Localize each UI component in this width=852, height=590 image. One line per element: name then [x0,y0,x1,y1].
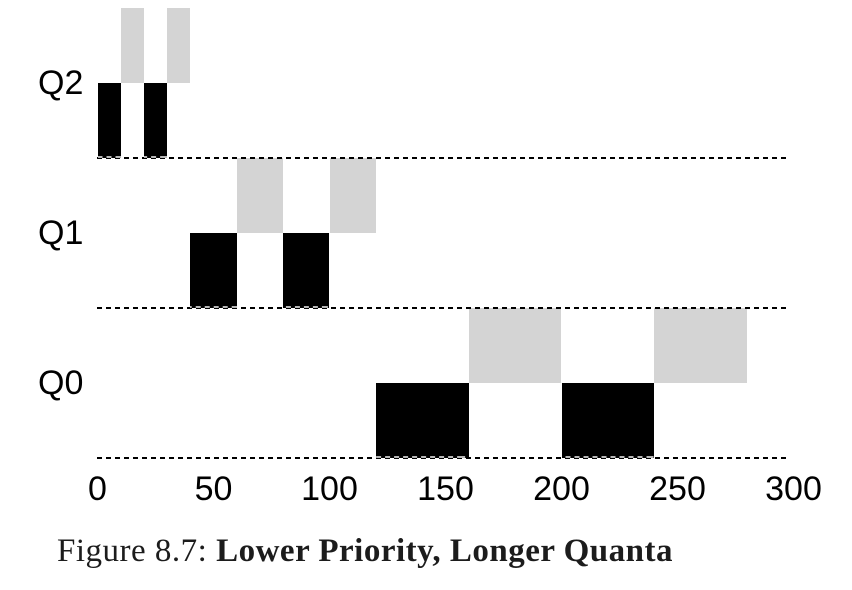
timeslice-q0-jobb [468,308,562,383]
timeslice-q2-joba [143,82,168,158]
baseline-dash-overlay [97,155,121,158]
caption-title: Lower Priority, Longer Quanta [216,533,674,569]
timeslice-q0-joba [375,383,469,458]
queue-label-q0: Q0 [38,364,84,402]
x-tick-label-150: 150 [417,470,474,508]
x-tick-label-200: 200 [533,470,590,508]
timeslice-q2-jobb [167,7,191,83]
timeslice-q1-joba [283,233,330,308]
baseline-dash-overlay [143,155,168,158]
timeslice-q1-joba [190,233,237,308]
figure-caption: Figure 8.7: Lower Priority, Longer Quant… [57,533,837,570]
timeslice-q1-jobb [236,158,284,233]
baseline-dash-overlay [375,456,469,458]
queue-baseline-q2 [97,156,790,159]
timeslice-q0-jobb [654,308,748,383]
x-tick-label-250: 250 [649,470,706,508]
queue-label-q2: Q2 [38,63,84,102]
queue-baseline-q1 [97,307,790,309]
baseline-dash-overlay [190,306,237,308]
caption-prefix: Figure 8.7: [57,533,217,569]
x-tick-label-0: 0 [88,470,107,508]
baseline-dash-overlay [283,306,330,308]
timeslice-q0-joba [561,383,655,458]
queue-baseline-q0 [97,457,790,459]
x-tick-label-100: 100 [301,470,358,508]
timeslice-q2-jobb [120,7,144,83]
x-tick-label-50: 50 [194,470,233,508]
timeslice-q1-jobb [329,158,376,233]
x-tick-label-300: 300 [765,470,822,508]
timeslice-q2-joba [97,82,121,158]
queue-label-q1: Q1 [38,214,84,252]
baseline-dash-overlay [561,456,655,458]
